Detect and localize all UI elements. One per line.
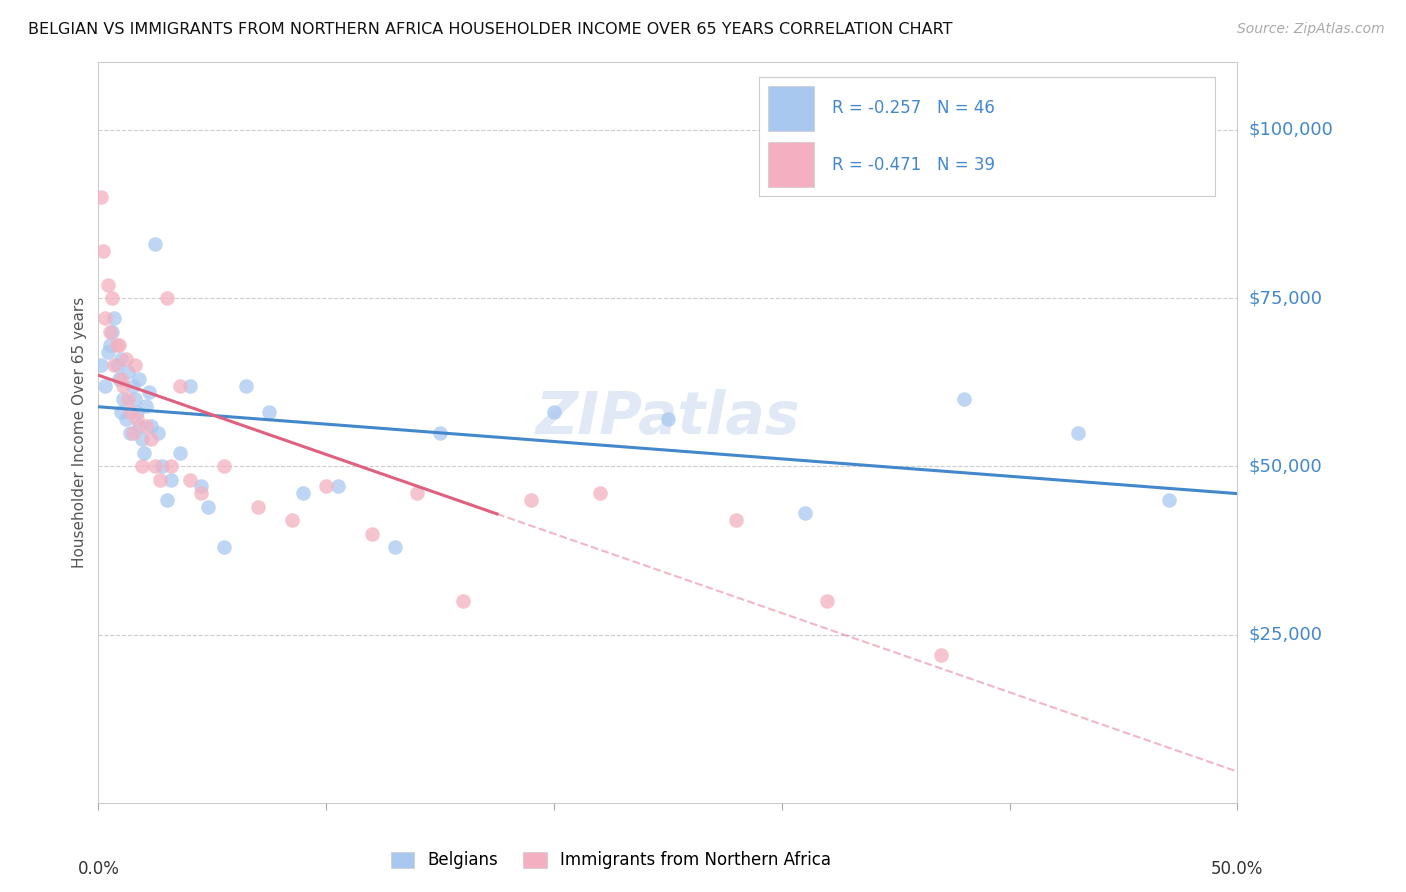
Point — [110, 405, 132, 419]
Point — [98, 338, 121, 352]
Point — [124, 392, 146, 406]
Point — [315, 479, 337, 493]
Point — [1157, 492, 1180, 507]
Point — [212, 459, 235, 474]
Text: ZIPatlas: ZIPatlas — [536, 389, 800, 446]
Point — [190, 479, 212, 493]
Point — [169, 446, 191, 460]
Point — [96, 277, 118, 292]
Point — [139, 418, 162, 433]
Y-axis label: Householder Income Over 65 years: Householder Income Over 65 years — [72, 297, 87, 568]
Point — [112, 392, 135, 406]
Point — [110, 372, 132, 386]
Point — [197, 500, 219, 514]
Point — [145, 237, 167, 252]
Point — [112, 378, 135, 392]
Point — [94, 311, 117, 326]
Point — [815, 594, 838, 608]
Point — [117, 365, 139, 379]
Point — [114, 412, 136, 426]
Point — [543, 405, 565, 419]
Point — [91, 244, 114, 258]
Point — [101, 325, 124, 339]
Point — [105, 338, 128, 352]
Text: $100,000: $100,000 — [1249, 120, 1333, 139]
Point — [114, 351, 136, 366]
Point — [235, 378, 257, 392]
Point — [120, 405, 142, 419]
Text: $50,000: $50,000 — [1249, 458, 1322, 475]
Point — [124, 359, 146, 373]
Point — [94, 378, 117, 392]
Point — [657, 412, 679, 426]
Point — [120, 425, 142, 440]
Text: $25,000: $25,000 — [1249, 625, 1323, 643]
Point — [360, 526, 382, 541]
Point — [160, 473, 183, 487]
Point — [103, 359, 125, 373]
Point — [953, 392, 976, 406]
Point — [160, 459, 183, 474]
Point — [292, 486, 315, 500]
Point — [131, 433, 153, 447]
Point — [793, 507, 815, 521]
Point — [179, 378, 201, 392]
Point — [588, 486, 610, 500]
Point — [384, 540, 406, 554]
Text: 50.0%: 50.0% — [1211, 860, 1264, 878]
Point — [190, 486, 212, 500]
Point — [156, 492, 179, 507]
Legend: Belgians, Immigrants from Northern Africa: Belgians, Immigrants from Northern Afric… — [384, 845, 838, 876]
Point — [127, 405, 149, 419]
Text: $75,000: $75,000 — [1249, 289, 1323, 307]
Point — [117, 392, 139, 406]
Point — [520, 492, 543, 507]
Point — [128, 372, 150, 386]
Point — [156, 291, 179, 305]
Point — [108, 372, 131, 386]
Point — [259, 405, 281, 419]
Point — [246, 500, 269, 514]
Text: BELGIAN VS IMMIGRANTS FROM NORTHERN AFRICA HOUSEHOLDER INCOME OVER 65 YEARS CORR: BELGIAN VS IMMIGRANTS FROM NORTHERN AFRI… — [28, 22, 953, 37]
Text: 0.0%: 0.0% — [77, 860, 120, 878]
Point — [145, 459, 167, 474]
Point — [127, 412, 149, 426]
Point — [105, 359, 128, 373]
Point — [281, 513, 304, 527]
Point — [90, 359, 112, 373]
Point — [98, 325, 121, 339]
Point — [138, 385, 160, 400]
Point — [429, 425, 451, 440]
Point — [929, 648, 952, 662]
Point — [179, 473, 201, 487]
Point — [149, 473, 172, 487]
Point — [121, 378, 143, 392]
Point — [406, 486, 429, 500]
Point — [90, 190, 112, 204]
Point — [1067, 425, 1090, 440]
Point — [725, 513, 748, 527]
Point — [139, 433, 162, 447]
Point — [108, 338, 131, 352]
Point — [121, 425, 143, 440]
Point — [326, 479, 349, 493]
Point — [150, 459, 173, 474]
Point — [128, 418, 150, 433]
Point — [135, 399, 157, 413]
Text: Source: ZipAtlas.com: Source: ZipAtlas.com — [1237, 22, 1385, 37]
Point — [101, 291, 124, 305]
Point — [451, 594, 474, 608]
Point — [169, 378, 191, 392]
Point — [132, 446, 155, 460]
Point — [135, 418, 157, 433]
Point — [146, 425, 169, 440]
Point — [212, 540, 235, 554]
Point — [103, 311, 125, 326]
Point — [110, 351, 132, 366]
Point — [131, 459, 153, 474]
Point — [96, 344, 118, 359]
